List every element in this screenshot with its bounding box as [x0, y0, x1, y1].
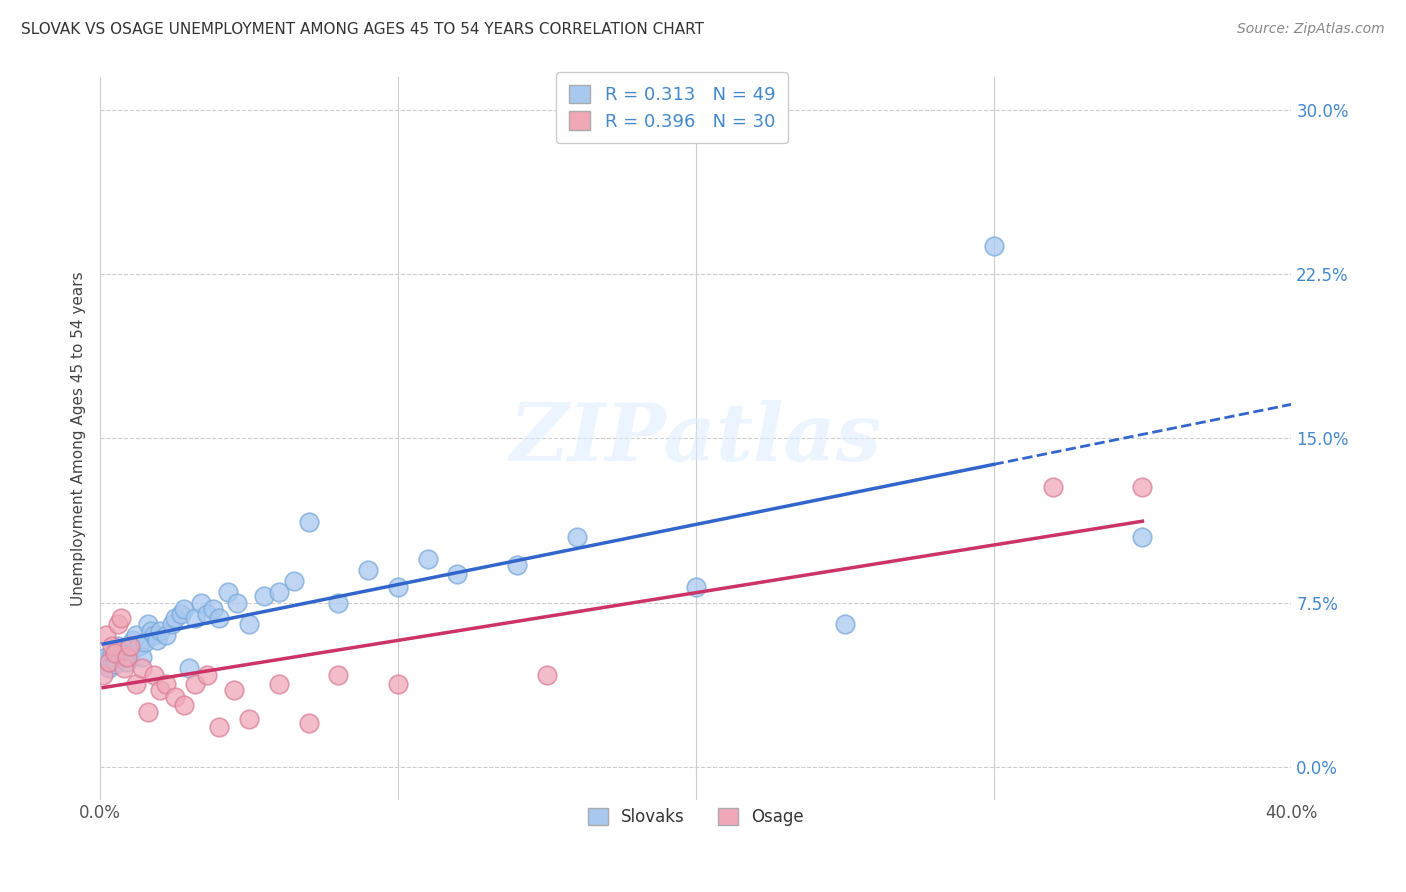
Point	[253, 589, 276, 603]
Legend: Slovaks, Osage: Slovaks, Osage	[579, 800, 813, 835]
Point	[110, 644, 132, 658]
Point	[328, 596, 350, 610]
Point	[104, 646, 127, 660]
Point	[91, 655, 114, 669]
Point	[112, 661, 135, 675]
Point	[190, 596, 212, 610]
Point	[208, 720, 231, 734]
Point	[267, 584, 290, 599]
Point	[184, 676, 207, 690]
Point	[328, 668, 350, 682]
Point	[179, 661, 201, 675]
Point	[107, 617, 129, 632]
Point	[110, 611, 132, 625]
Point	[217, 584, 239, 599]
Text: ZIPatlas: ZIPatlas	[509, 400, 882, 477]
Point	[91, 668, 114, 682]
Point	[685, 580, 707, 594]
Point	[208, 611, 231, 625]
Point	[357, 563, 380, 577]
Point	[267, 676, 290, 690]
Point	[1042, 480, 1064, 494]
Point	[173, 602, 195, 616]
Point	[139, 624, 162, 638]
Point	[118, 640, 141, 654]
Point	[125, 628, 148, 642]
Point	[536, 668, 558, 682]
Point	[101, 646, 124, 660]
Point	[565, 530, 588, 544]
Point	[136, 705, 159, 719]
Point	[1132, 480, 1154, 494]
Point	[142, 628, 165, 642]
Point	[125, 676, 148, 690]
Point	[1132, 530, 1154, 544]
Point	[145, 632, 167, 647]
Point	[122, 632, 145, 647]
Text: SLOVAK VS OSAGE UNEMPLOYMENT AMONG AGES 45 TO 54 YEARS CORRELATION CHART: SLOVAK VS OSAGE UNEMPLOYMENT AMONG AGES …	[21, 22, 704, 37]
Point	[136, 617, 159, 632]
Point	[387, 580, 409, 594]
Point	[128, 640, 150, 654]
Point	[142, 668, 165, 682]
Point	[118, 646, 141, 660]
Point	[506, 558, 529, 573]
Text: Source: ZipAtlas.com: Source: ZipAtlas.com	[1237, 22, 1385, 37]
Point	[238, 617, 260, 632]
Point	[184, 611, 207, 625]
Point	[983, 239, 1005, 253]
Point	[387, 676, 409, 690]
Point	[173, 698, 195, 713]
Point	[155, 676, 177, 690]
Point	[446, 567, 468, 582]
Point	[202, 602, 225, 616]
Point	[94, 628, 117, 642]
Point	[101, 640, 124, 654]
Point	[224, 683, 246, 698]
Point	[226, 596, 249, 610]
Point	[238, 712, 260, 726]
Point	[131, 661, 153, 675]
Point	[195, 607, 218, 621]
Point	[297, 715, 319, 730]
Point	[297, 515, 319, 529]
Y-axis label: Unemployment Among Ages 45 to 54 years: Unemployment Among Ages 45 to 54 years	[72, 271, 86, 606]
Point	[98, 661, 121, 675]
Point	[155, 628, 177, 642]
Point	[112, 650, 135, 665]
Point	[416, 551, 439, 566]
Point	[149, 683, 172, 698]
Point	[104, 657, 127, 671]
Point	[115, 655, 138, 669]
Point	[107, 640, 129, 654]
Point	[131, 650, 153, 665]
Point	[98, 655, 121, 669]
Point	[834, 617, 856, 632]
Point	[134, 635, 156, 649]
Point	[169, 607, 191, 621]
Point	[115, 650, 138, 665]
Point	[163, 690, 186, 704]
Point	[195, 668, 218, 682]
Point	[94, 650, 117, 665]
Point	[160, 617, 183, 632]
Point	[283, 574, 305, 588]
Point	[163, 611, 186, 625]
Point	[149, 624, 172, 638]
